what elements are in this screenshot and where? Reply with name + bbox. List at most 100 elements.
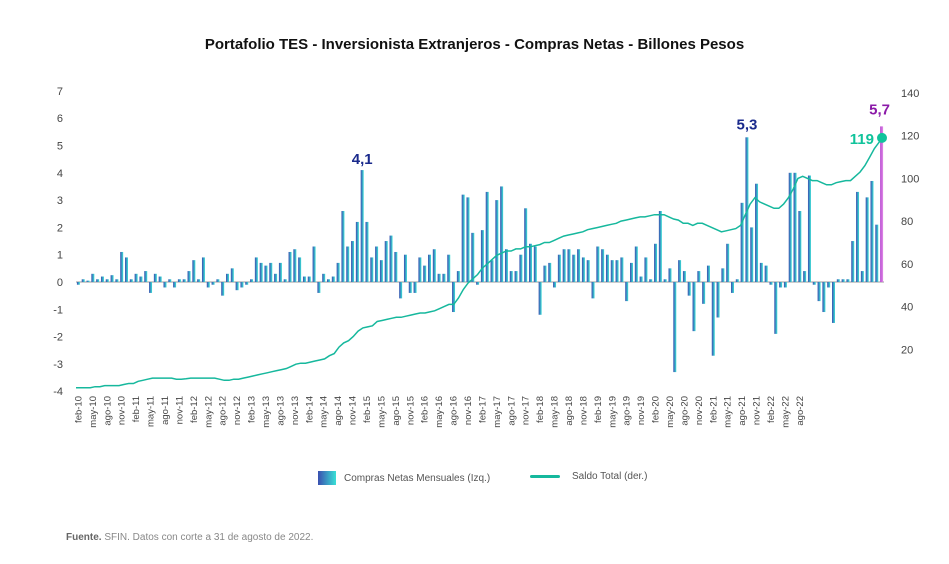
bar (755, 183, 759, 282)
bar (841, 279, 845, 282)
x-tick-label: may-19 (607, 396, 618, 428)
x-tick-label: nov-17 (521, 396, 532, 425)
bar (312, 246, 316, 282)
bar (192, 260, 196, 282)
bar (726, 243, 730, 282)
bar (639, 276, 643, 282)
left-tick-label: -3 (53, 359, 63, 371)
bar (408, 282, 412, 293)
bar (533, 246, 537, 282)
bar (144, 271, 148, 282)
x-tick-label: feb-11 (131, 396, 142, 422)
bar (779, 282, 783, 288)
bar (634, 246, 638, 282)
legend-item-line: Saldo Total (der.) (530, 471, 647, 482)
bar (788, 172, 792, 282)
annotation-119: 119 (850, 131, 874, 148)
bar (461, 194, 465, 282)
x-tick-label: nov-13 (290, 396, 301, 425)
source-text: SFIN. Datos con corte a 31 de agosto de … (101, 532, 314, 543)
bar (721, 268, 725, 282)
bar (302, 276, 306, 282)
x-tick-label: may-11 (146, 396, 157, 427)
bar (428, 254, 431, 282)
saldo-total-line (76, 137, 885, 389)
bar (240, 282, 244, 288)
bar (504, 249, 508, 282)
bar (365, 221, 369, 282)
bar (562, 249, 566, 282)
bar (716, 282, 720, 318)
bar (168, 279, 172, 282)
x-tick-label: feb-16 (420, 396, 431, 423)
bar (880, 126, 884, 282)
bar (418, 257, 422, 282)
bar (519, 254, 523, 282)
x-tick-label: nov-21 (752, 396, 763, 425)
bar (452, 282, 456, 313)
bar (601, 249, 605, 282)
bar (846, 279, 850, 282)
bar (173, 282, 177, 288)
bar (827, 282, 831, 288)
x-tick-label: ago-17 (506, 396, 517, 426)
x-tick-label: ago-21 (737, 396, 748, 426)
x-tick-label: ago-19 (622, 396, 633, 426)
bar (706, 265, 710, 282)
bar (336, 262, 340, 282)
bar (625, 282, 629, 302)
bar (581, 257, 585, 282)
bar (495, 200, 499, 282)
bar (298, 257, 302, 282)
bar (274, 273, 278, 282)
x-tick-label: ago-18 (564, 396, 575, 426)
left-tick-label: -4 (53, 386, 63, 398)
bar (182, 279, 186, 282)
bar (293, 249, 297, 282)
legend: Compras Netas Mensuales (Izq.) Saldo Tot… (0, 471, 949, 491)
x-tick-label: may-21 (723, 396, 734, 428)
left-tick-label: 0 (57, 277, 63, 289)
bar (812, 282, 816, 285)
bar (769, 282, 773, 285)
x-tick-label: may-15 (376, 396, 387, 428)
bar (466, 197, 470, 282)
x-tick-label: ago-15 (391, 396, 402, 426)
left-axis: -4 -3 -2 -1 0 1 2 3 4 5 6 7 (53, 86, 63, 398)
bar (514, 271, 518, 282)
bar (654, 243, 658, 282)
x-tick-label: may-10 (88, 396, 99, 428)
bar (423, 265, 427, 282)
bar (750, 227, 754, 282)
saldo-end-marker (877, 132, 887, 143)
annotation-5-3: 5,3 (736, 116, 757, 133)
bar (432, 249, 436, 282)
bar (250, 279, 254, 282)
bar (245, 282, 249, 285)
x-tick-label: feb-18 (535, 396, 546, 423)
bar (447, 254, 451, 282)
bar (384, 241, 388, 282)
bar (403, 254, 407, 282)
bar (76, 282, 80, 285)
x-tick-label: feb-14 (304, 396, 315, 423)
source-note: Fuente. SFIN. Datos con corte a 31 de ag… (66, 532, 313, 543)
x-tick-label: feb-17 (477, 396, 488, 423)
bar (687, 282, 691, 296)
x-tick-label: nov-16 (463, 396, 474, 425)
bar (832, 282, 835, 323)
bar (605, 254, 609, 282)
bar (163, 282, 167, 288)
right-tick-label: 40 (901, 302, 913, 314)
bar (836, 279, 840, 282)
bar (254, 257, 258, 282)
x-tick-label: nov-12 (232, 396, 243, 425)
bar (264, 265, 268, 282)
x-axis: feb-10 may-10 ago-10 nov-10 feb-11 may-11 ago-… (73, 396, 805, 428)
bar (129, 279, 133, 282)
bar (187, 271, 191, 282)
bar (197, 279, 201, 282)
bar (307, 276, 311, 282)
bar (125, 257, 128, 282)
legend-bars-swatch (318, 471, 336, 485)
